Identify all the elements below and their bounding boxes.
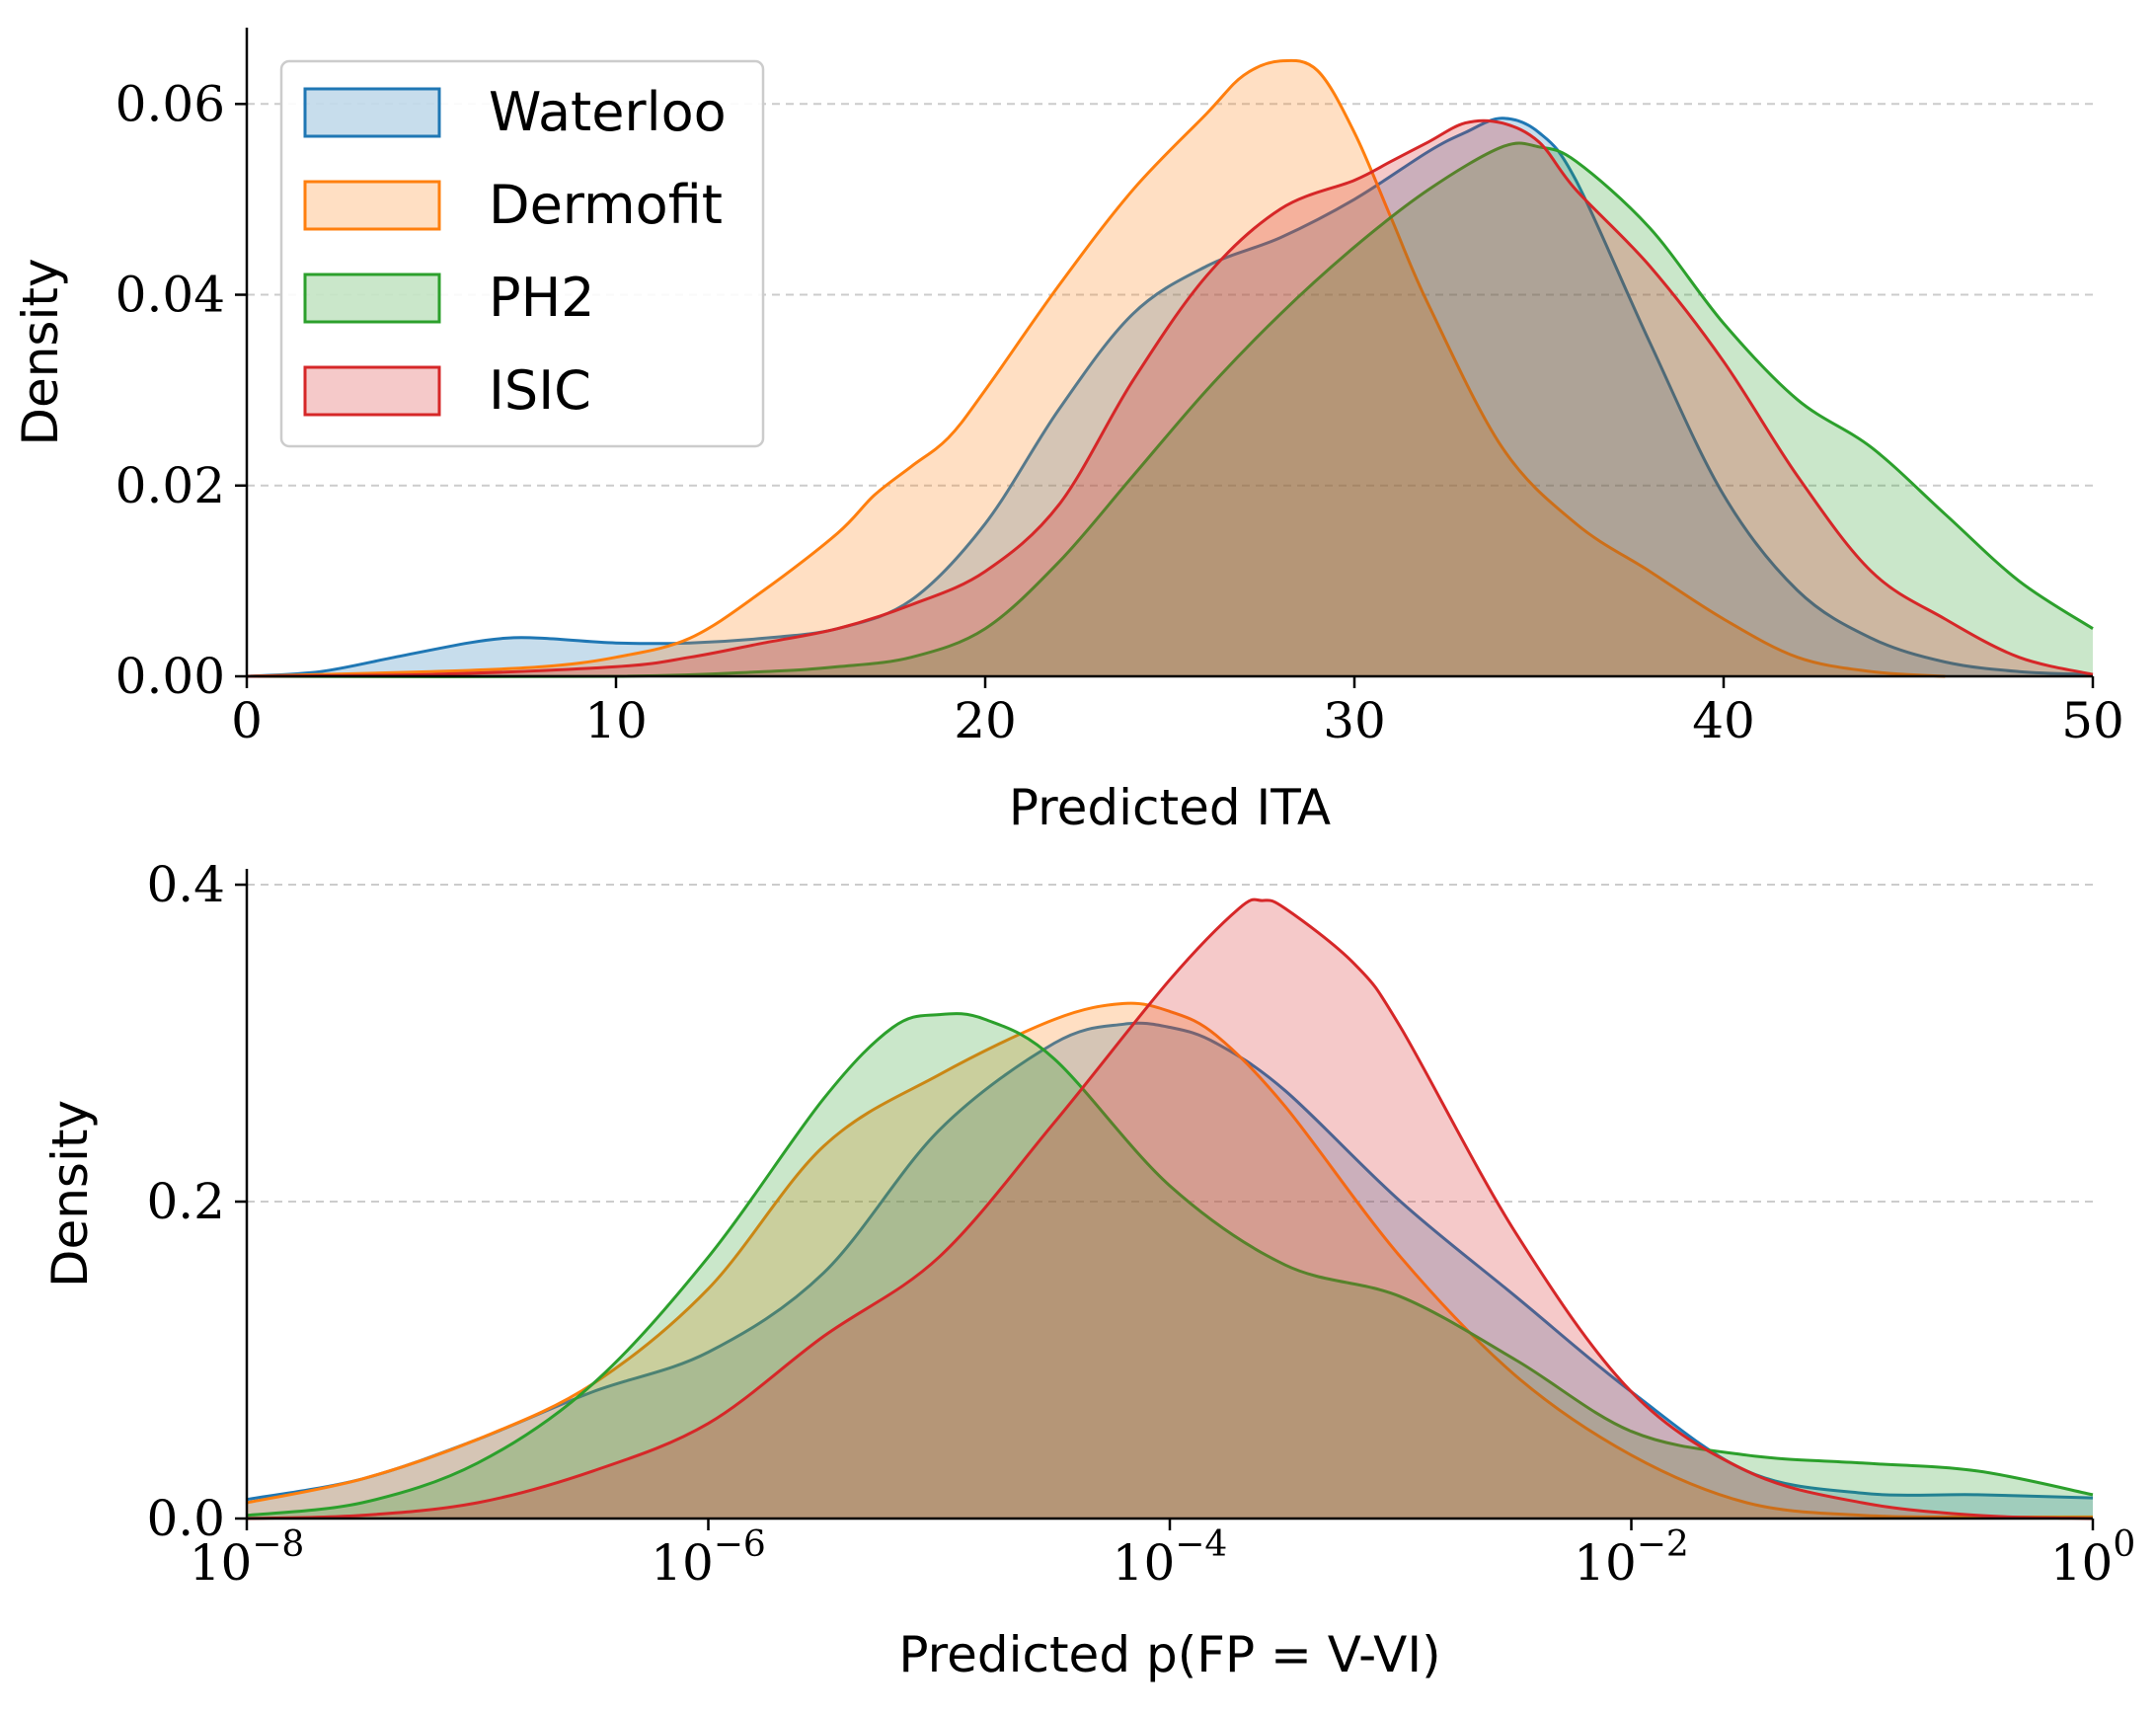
x-tick-base: 10 [651, 1534, 714, 1592]
x-tick-base: 10 [1113, 1534, 1176, 1592]
x-tick-label: 10−6 [651, 1524, 766, 1592]
y-tick-label: 0.02 [116, 457, 225, 514]
y-tick-label: 0.00 [116, 648, 225, 705]
y-tick-label: 0.04 [116, 267, 225, 324]
series-line-ph2 [246, 1012, 2094, 1518]
series-area-waterloo [247, 1023, 2093, 1519]
x-tick-exponent: −6 [714, 1524, 766, 1565]
x-tick-label: 10−2 [1574, 1524, 1689, 1592]
legend-swatch-ph2 [303, 273, 441, 324]
legend-swatch-dermofit [303, 180, 441, 231]
legend-label-isic: ISIC [489, 359, 591, 422]
series-area-ph2 [247, 1013, 2093, 1519]
legend-label-ph2: PH2 [489, 267, 595, 329]
series-area-waterloo [247, 117, 2093, 677]
x-tick-label: 10−8 [190, 1524, 305, 1592]
series-line-waterloo [246, 117, 2094, 678]
legend: Waterloo Dermofit PH2 ISIC [279, 59, 765, 448]
x-tick-label: 0 [231, 692, 263, 749]
x-tick-base: 10 [1574, 1534, 1637, 1592]
series-area-isic [247, 899, 2093, 1519]
y-axis-label: Density [41, 1100, 99, 1287]
x-tick-label: 10−4 [1113, 1524, 1228, 1592]
ita-density-panel: 0 10 20 30 40 50 0.00 0.02 0.04 0.06 Predicted ITA… [12, 28, 2124, 836]
legend-label-dermofit: Dermofit [489, 174, 723, 236]
x-axis-label: Predicted ITA [1009, 779, 1331, 836]
series-line-dermofit [246, 58, 1946, 678]
x-tick-label: 10 [584, 692, 648, 749]
x-tick-label: 50 [2061, 692, 2124, 749]
legend-swatch-waterloo [303, 87, 441, 138]
x-tick-label: 20 [954, 692, 1017, 749]
series-area-dermofit [247, 60, 1946, 676]
series-area-ph2 [247, 142, 2093, 677]
x-tick-base: 10 [2050, 1534, 2114, 1592]
x-tick-label: 100 [2050, 1524, 2136, 1592]
series-line-isic [246, 897, 2094, 1520]
legend-frame [279, 59, 765, 448]
x-tick-exponent: −8 [252, 1524, 304, 1565]
y-tick-label: 0.06 [116, 75, 225, 132]
y-tick-label: 0.4 [146, 856, 225, 913]
x-tick-exponent: −4 [1175, 1524, 1227, 1565]
legend-label-waterloo: Waterloo [489, 81, 727, 143]
x-tick-label: 30 [1323, 692, 1386, 749]
y-axis-label: Density [12, 258, 69, 445]
y-tick-label: 0.0 [146, 1490, 225, 1547]
x-tick-exponent: 0 [2113, 1524, 2135, 1565]
series-line-ph2 [246, 141, 2094, 678]
y-tick-label: 0.2 [146, 1173, 225, 1230]
series-line-isic [246, 118, 2094, 678]
series-area-isic [247, 120, 2093, 676]
legend-swatch-isic [303, 365, 441, 417]
x-tick-exponent: −2 [1637, 1524, 1689, 1565]
x-axis-label: Predicted p(FP = V-VI) [898, 1626, 1440, 1683]
x-tick-base: 10 [190, 1534, 253, 1592]
series-area-dermofit [247, 1003, 2093, 1519]
x-tick-label: 40 [1692, 692, 1755, 749]
